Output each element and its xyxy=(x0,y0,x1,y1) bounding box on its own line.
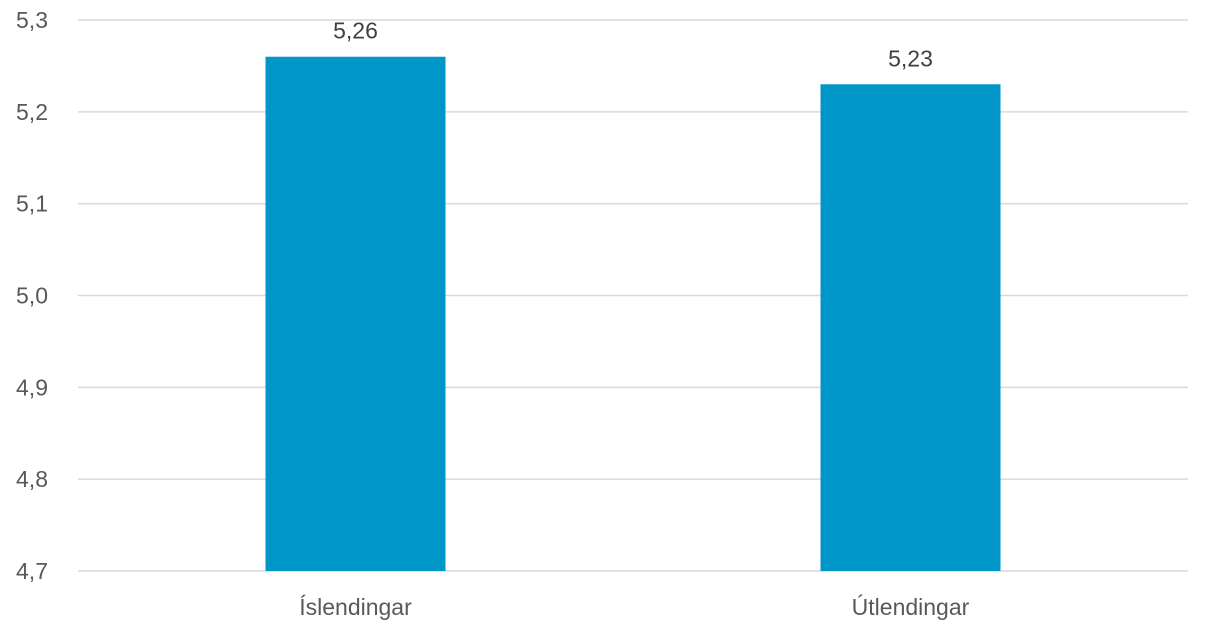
y-tick-label: 5,2 xyxy=(16,99,48,125)
x-tick-label: Útlendingar xyxy=(852,594,970,620)
x-axis-categories: Íslendingar Útlendingar xyxy=(299,594,969,620)
bar xyxy=(820,84,1001,572)
y-tick-label: 5,3 xyxy=(16,7,48,33)
y-tick-label: 5,0 xyxy=(16,283,48,309)
y-tick-label: 4,7 xyxy=(16,558,48,584)
x-tick-label: Íslendingar xyxy=(299,594,412,620)
data-label: 5,26 xyxy=(333,18,378,44)
y-tick-label: 4,9 xyxy=(16,374,48,400)
y-axis-ticks: 4,7 4,8 4,9 5,0 5,1 5,2 5,3 xyxy=(16,7,48,584)
y-tick-label: 5,1 xyxy=(16,191,48,217)
data-label: 5,23 xyxy=(888,45,933,71)
data-labels: 5,26 5,23 xyxy=(333,18,933,72)
gridlines xyxy=(78,19,1188,572)
bars xyxy=(265,56,1001,572)
y-tick-label: 4,8 xyxy=(16,466,48,492)
bar xyxy=(265,56,446,571)
